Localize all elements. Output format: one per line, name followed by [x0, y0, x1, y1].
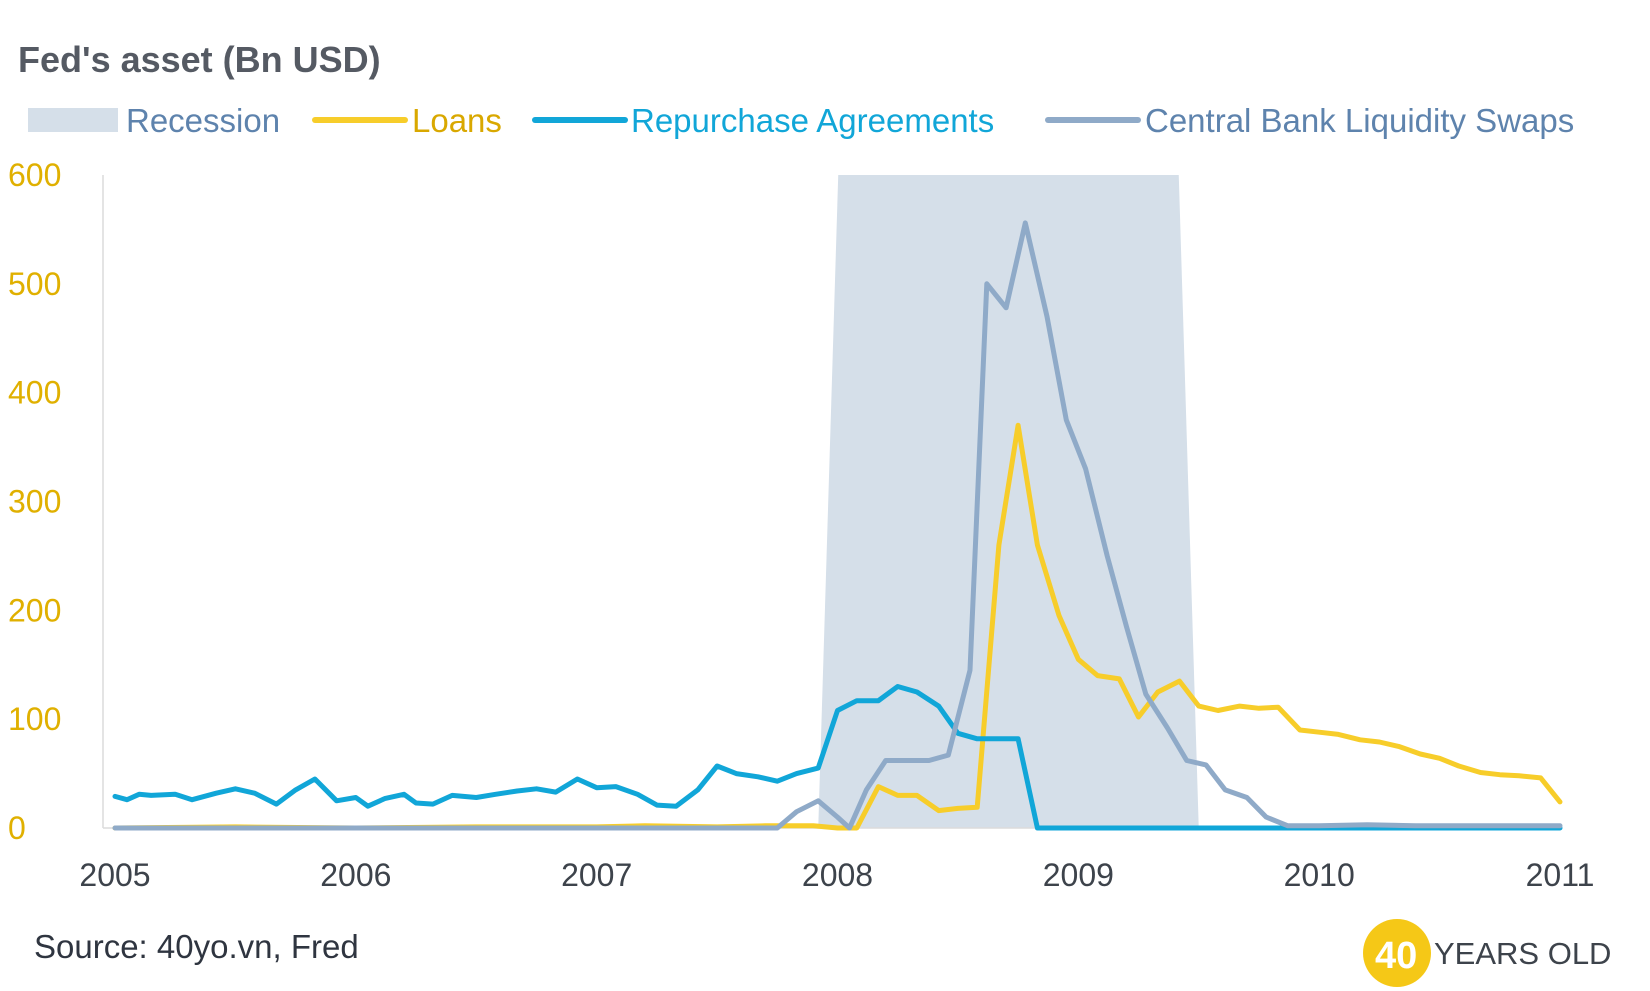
- y-tick-label: 400: [8, 375, 61, 411]
- recession-layer: [818, 175, 1199, 828]
- y-tick-label: 100: [8, 701, 61, 737]
- legend-swatch-recession: [28, 108, 118, 132]
- y-tick-label: 300: [8, 484, 61, 520]
- x-tick-label: 2011: [1526, 857, 1595, 893]
- x-tick-label: 2005: [79, 857, 150, 893]
- x-tick-label: 2010: [1284, 857, 1355, 893]
- y-tick-label: 600: [8, 157, 61, 193]
- legend-label-loans: Loans: [412, 102, 502, 139]
- source-note: Source: 40yo.vn, Fred: [34, 928, 359, 965]
- legend-label-recession: Recession: [126, 102, 280, 139]
- logo: 40 YEARS OLD: [1363, 919, 1611, 987]
- recession-band: [818, 175, 1199, 828]
- chart-title: Fed's asset (Bn USD): [18, 39, 381, 80]
- series-line-repurchase-agreements: [112, 684, 1563, 831]
- logo-text: YEARS OLD: [1434, 936, 1611, 971]
- series-layer: [112, 220, 1563, 831]
- x-tick-label: 2009: [1043, 857, 1114, 893]
- x-tick-label: 2006: [320, 857, 391, 893]
- legend: Recession Loans Repurchase Agreements Ce…: [28, 102, 1574, 139]
- legend-label-swaps: Central Bank Liquidity Swaps: [1145, 102, 1574, 139]
- y-axis-ticks: 0 100 200 300 400 500 600: [8, 157, 61, 846]
- series-line-loans: [112, 422, 1563, 831]
- legend-label-repurchase: Repurchase Agreements: [631, 102, 994, 139]
- y-tick-label: 0: [8, 810, 26, 846]
- logo-number: 40: [1375, 935, 1417, 977]
- x-tick-label: 2007: [561, 857, 632, 893]
- y-tick-label: 500: [8, 266, 61, 302]
- x-tick-label: 2008: [802, 857, 873, 893]
- series-line-central-bank-liquidity-swaps: [112, 220, 1563, 831]
- logo-badge: [1363, 919, 1431, 987]
- y-tick-label: 200: [8, 592, 61, 628]
- x-axis-ticks: 2005 2006 2007 2008 2009 2010 2011: [79, 857, 1594, 893]
